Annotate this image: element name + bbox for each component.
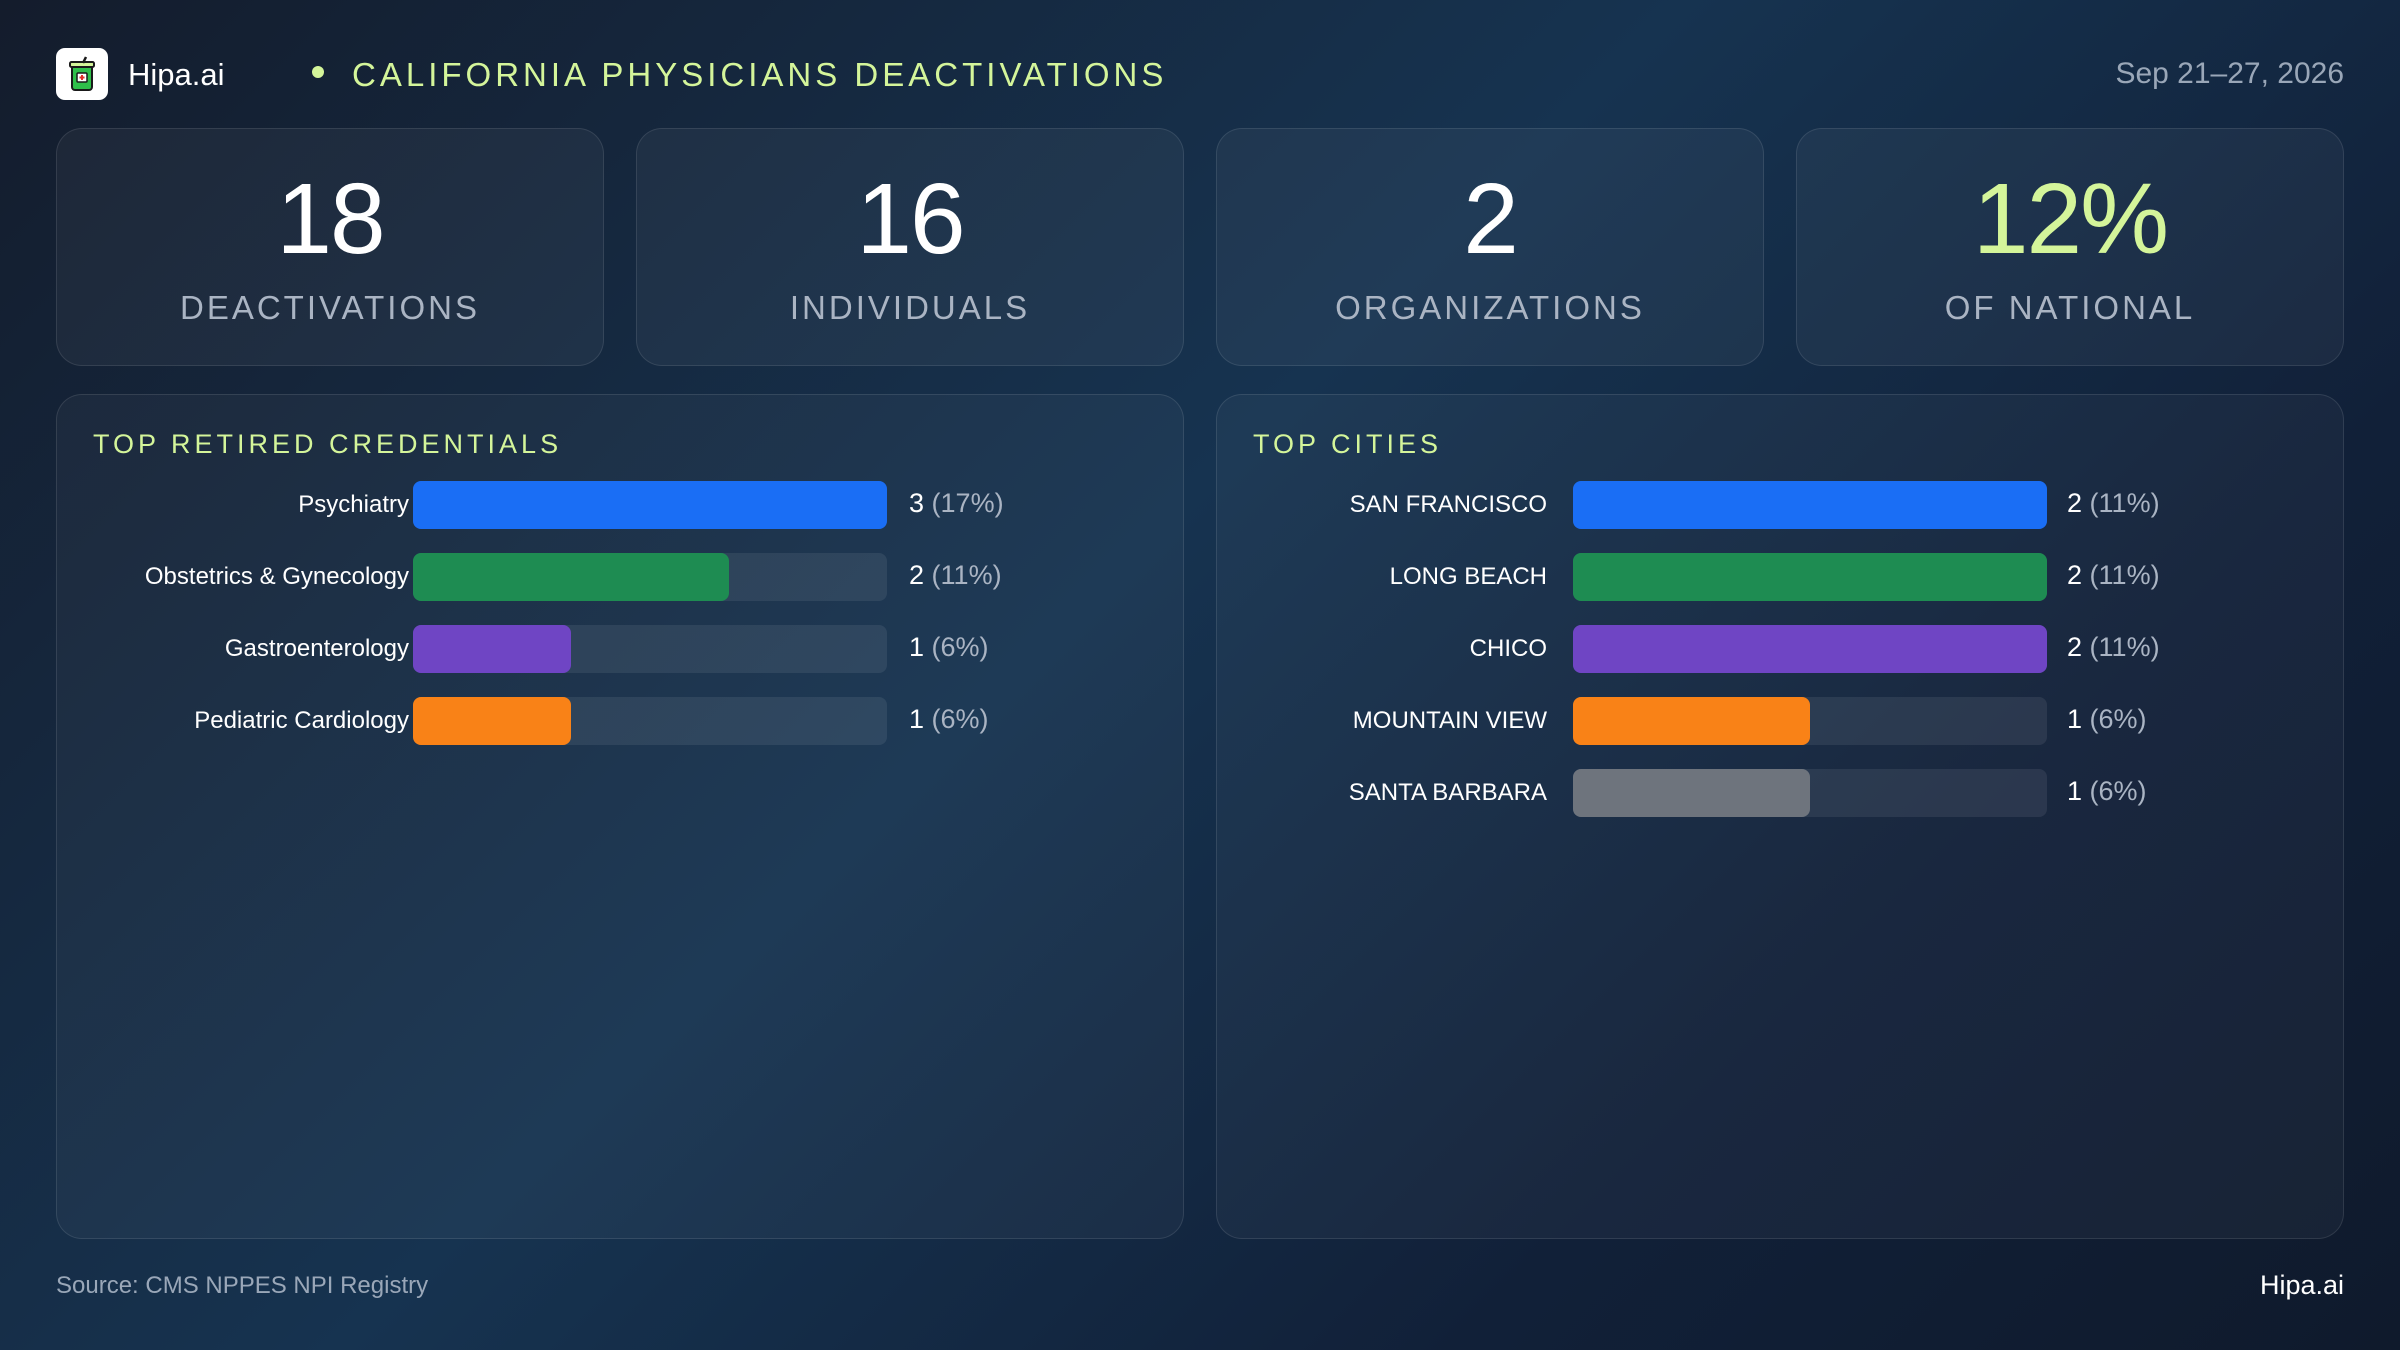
- stat-label: OF NATIONAL: [1944, 289, 2196, 326]
- bar-mountain-view: [1573, 697, 1810, 745]
- bar-track: [1573, 625, 2047, 673]
- bar-track: [413, 553, 887, 601]
- bar-value-label: 2 (11%): [2067, 632, 2160, 663]
- bar-track: [413, 697, 887, 745]
- chart-title: TOP CITIES: [1253, 429, 1443, 459]
- bar-percent: (11%): [2089, 632, 2160, 662]
- bar-value-label: 1 (6%): [909, 632, 989, 663]
- bar-track: [1573, 481, 2047, 529]
- bar-santa-barbara: [1573, 769, 1810, 817]
- source-note: Source: CMS NPPES NPI Registry: [56, 1272, 429, 1299]
- bar-percent: (6%): [931, 632, 989, 662]
- bar-track: [1573, 553, 2047, 601]
- bar-label-long-beach: LONG BEACH: [1389, 563, 1547, 590]
- bar-value: 1: [2067, 776, 2083, 806]
- date-range: Sep 21–27, 2026: [2115, 57, 2344, 90]
- footer-brand: Hipa.ai: [2259, 1270, 2344, 1300]
- bar-track: [1573, 769, 2047, 817]
- header: Hipa.ai CALIFORNIA PHYSICIANS DEACTIVATI…: [56, 48, 2344, 100]
- brand-name: Hipa.ai: [128, 57, 225, 92]
- bar-percent: (11%): [2089, 488, 2160, 518]
- stat-card-individuals: 16 INDIVIDUALS: [636, 128, 1184, 366]
- stat-card-organizations: 2 ORGANIZATIONS: [1216, 128, 1764, 366]
- bar-label-chico: CHICO: [1469, 635, 1547, 662]
- bar-percent: (6%): [2089, 776, 2147, 806]
- bar-value: 1: [2067, 704, 2083, 734]
- bar-san-francisco: [1573, 481, 2047, 529]
- separator-dot: [312, 66, 324, 78]
- bar-value: 1: [909, 632, 925, 662]
- bar-value-label: 2 (11%): [2067, 488, 2160, 519]
- bar-value: 1: [909, 704, 925, 734]
- stat-label: INDIVIDUALS: [789, 289, 1031, 326]
- bar-value-label: 1 (6%): [2067, 704, 2147, 735]
- bar-value-label: 3 (17%): [909, 488, 1004, 519]
- credentials-chart-panel: TOP RETIRED CREDENTIALS Psychiatry 3 (17%…: [56, 394, 1184, 1239]
- bar-label-santa-barbara: SANTA BARBARA: [1348, 779, 1547, 806]
- bar-value-label: 2 (11%): [2067, 560, 2160, 591]
- bar-label-psychiatry: Psychiatry: [298, 491, 409, 518]
- bar-label-obstetrics-gynecology: Obstetrics & Gynecology: [144, 563, 409, 590]
- bar-percent: (11%): [931, 560, 1002, 590]
- bar-percent: (6%): [2089, 704, 2147, 734]
- bar-value-label: 1 (6%): [909, 704, 989, 735]
- bar-track: [1573, 697, 2047, 745]
- bar-value-label: 1 (6%): [2067, 776, 2147, 807]
- page-title: CALIFORNIA PHYSICIANS DEACTIVATIONS: [352, 56, 1168, 93]
- bar-psychiatry: [413, 481, 887, 529]
- cities-chart-panel: TOP CITIES SAN FRANCISCO 2 (11%) LONG BEAC…: [1216, 394, 2344, 1239]
- bar-value: 2: [2067, 488, 2083, 518]
- bar-chico: [1573, 625, 2047, 673]
- bar-long-beach: [1573, 553, 2047, 601]
- bar-value-label: 2 (11%): [909, 560, 1002, 591]
- stat-value: 18: [276, 163, 385, 275]
- bar-label-gastroenterology: Gastroenterology: [224, 635, 409, 662]
- bar-pediatric-cardiology: [413, 697, 571, 745]
- bar-value: 3: [909, 488, 925, 518]
- bar-label-pediatric-cardiology: Pediatric Cardiology: [194, 707, 409, 734]
- bar-gastroenterology: [413, 625, 571, 673]
- bar-label-mountain-view: MOUNTAIN VIEW: [1352, 707, 1547, 734]
- stat-label: ORGANIZATIONS: [1335, 289, 1645, 326]
- bar-label-san-francisco: SAN FRANCISCO: [1349, 491, 1547, 518]
- stat-card-deactivations: 18 DEACTIVATIONS: [56, 128, 604, 366]
- bar-track: [413, 625, 887, 673]
- bar-percent: (17%): [931, 488, 1004, 518]
- cup-icon: [69, 56, 95, 91]
- stat-value: 2: [1463, 163, 1519, 275]
- bar-percent: (11%): [2089, 560, 2160, 590]
- bar-percent: (6%): [931, 704, 989, 734]
- stat-card-national-share: 12% OF NATIONAL: [1796, 128, 2344, 366]
- stat-value: 12%: [1972, 163, 2169, 275]
- bar-obstetrics-gynecology: [413, 553, 729, 601]
- stat-label: DEACTIVATIONS: [180, 289, 480, 326]
- bar-value: 2: [2067, 560, 2083, 590]
- brand-logo: [56, 48, 108, 100]
- bar-value: 2: [2067, 632, 2083, 662]
- stat-value: 16: [856, 163, 965, 275]
- bar-value: 2: [909, 560, 925, 590]
- chart-title: TOP RETIRED CREDENTIALS: [93, 429, 563, 459]
- bar-track: [413, 481, 887, 529]
